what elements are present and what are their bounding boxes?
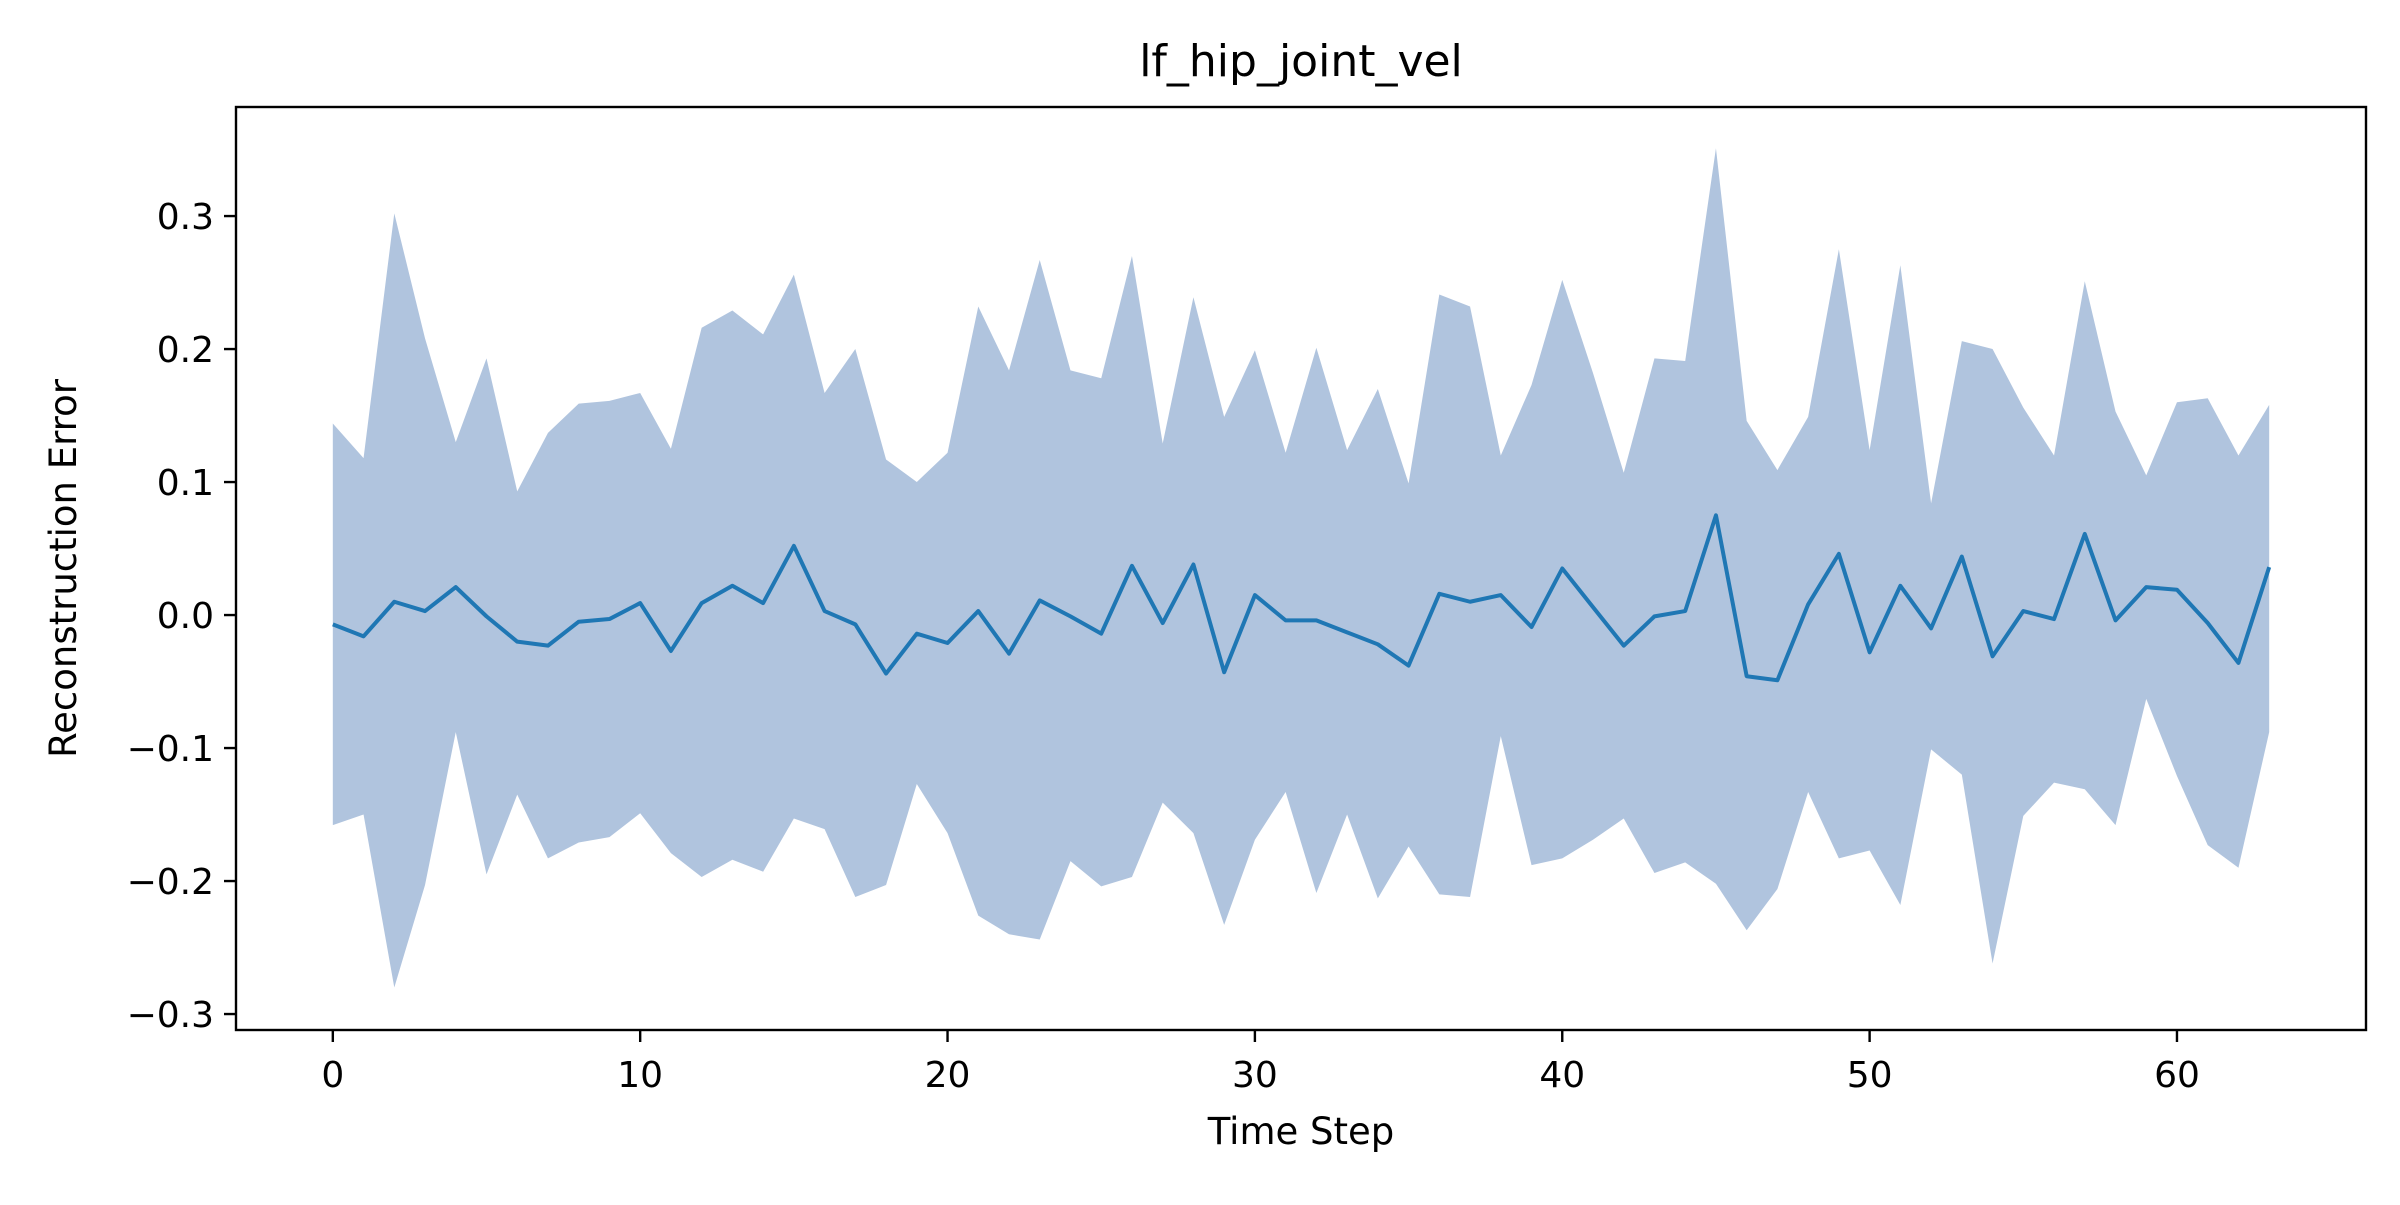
x-axis-label: Time Step <box>1207 1110 1395 1153</box>
x-tick-label: 20 <box>925 1055 971 1096</box>
y-tick-label: −0.2 <box>127 862 214 903</box>
y-tick-label: −0.3 <box>127 995 214 1036</box>
x-tick-label: 10 <box>617 1055 663 1096</box>
y-tick-label: 0.2 <box>157 330 214 371</box>
plot-area <box>332 148 2272 988</box>
x-tick-label: 50 <box>1847 1055 1893 1096</box>
y-tick-label: 0.0 <box>157 596 214 637</box>
error-band-0 <box>332 148 2270 988</box>
mean-line-0 <box>332 513 2272 683</box>
y-tick-label: −0.1 <box>127 729 214 770</box>
axes-frame <box>234 105 2368 1032</box>
chart-title: lf_hip_joint_vel <box>1139 36 1463 87</box>
x-tick-label: 60 <box>2154 1055 2200 1096</box>
y-tick-label: 0.3 <box>157 197 214 238</box>
x-tick-label: 40 <box>1539 1055 1585 1096</box>
x-tick-label: 0 <box>321 1055 344 1096</box>
x-tick-label: 30 <box>1232 1055 1278 1096</box>
axis-ticks: 0 10 20 30 40 50 60 −0.3 −0.2 −0.1 0.0 0.1 0.2 0.3 <box>127 197 2200 1096</box>
y-tick-label: 0.1 <box>157 463 214 504</box>
y-axis-label: Reconstruction Error <box>42 378 85 758</box>
